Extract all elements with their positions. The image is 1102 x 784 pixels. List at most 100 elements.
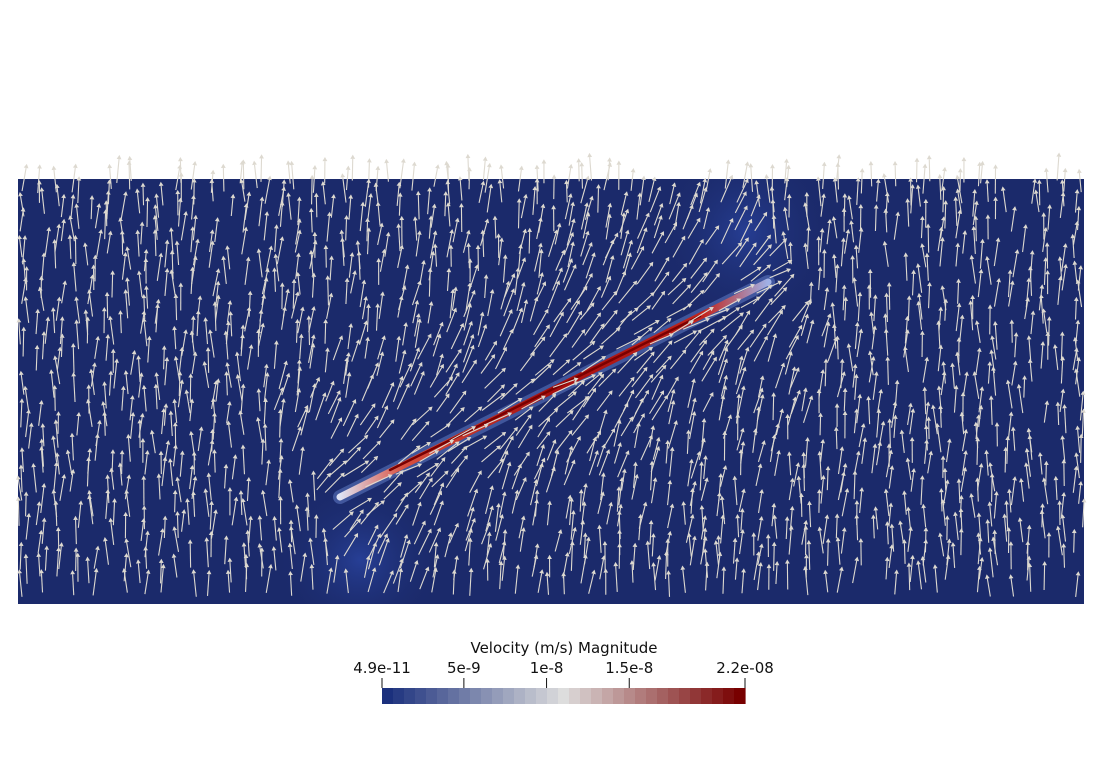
arrow-head [85, 556, 91, 561]
arrow-head [259, 196, 265, 201]
arrow-shaft [209, 504, 213, 530]
arrow-shaft [376, 408, 387, 429]
arrow-shaft [618, 379, 633, 397]
colorbar-swatch [514, 688, 526, 704]
arrow-head [334, 554, 340, 560]
arrow-shaft [928, 286, 931, 309]
arrow-shaft [1011, 364, 1016, 386]
arrow-head [627, 310, 633, 316]
arrow-head [1062, 167, 1068, 173]
arrow-shaft [502, 258, 506, 283]
arrow-head [976, 565, 982, 571]
arrow-shaft [607, 161, 611, 181]
arrow-head [1008, 574, 1014, 579]
arrow-shaft [597, 495, 604, 514]
arrow-shaft [377, 205, 381, 226]
arrow-shaft [640, 438, 652, 461]
arrow-head [709, 392, 714, 397]
arrow-head [767, 284, 773, 290]
arrow-head [714, 225, 720, 231]
arrow-shaft [1057, 529, 1063, 556]
arrow-head [533, 554, 539, 560]
arrow-shaft [264, 427, 267, 451]
arrow-shaft [867, 400, 871, 425]
arrow-shaft [348, 256, 353, 278]
arrow-shaft [737, 518, 740, 538]
arrow-head [880, 420, 886, 426]
arrow-shaft [20, 402, 23, 428]
colorbar-swatch [415, 688, 427, 704]
arrow-head [1003, 446, 1009, 452]
arrow-head [867, 350, 873, 355]
arrow-head [37, 286, 43, 292]
arrow-head [942, 166, 947, 172]
arrow-shaft [174, 402, 178, 424]
arrow-shaft [826, 470, 829, 491]
arrow-shaft [1039, 456, 1043, 475]
arrow-head [794, 335, 799, 340]
arrow-shaft [774, 453, 780, 476]
arrow-head [630, 168, 636, 173]
arrow-head [241, 542, 247, 547]
arrow-head [164, 239, 170, 244]
arrow-shaft [1059, 392, 1064, 412]
arrow-head [1041, 308, 1047, 313]
arrow-head [38, 275, 44, 280]
arrow-head [857, 291, 863, 297]
arrow-shaft [1035, 193, 1040, 213]
arrow-head [584, 396, 589, 401]
arrow-head [487, 542, 493, 548]
arrow-head [192, 255, 198, 261]
arrow-shaft [584, 199, 592, 220]
arrow-head [953, 384, 959, 390]
arrow-head [428, 477, 433, 483]
arrow-head [124, 489, 130, 494]
arrow-head [75, 552, 81, 557]
arrow-head [979, 557, 985, 562]
arrow-head [920, 243, 925, 248]
arrow-shaft [873, 298, 876, 322]
arrow-shaft [146, 201, 149, 228]
arrow-head [786, 193, 792, 199]
arrow-head [94, 433, 100, 439]
arrow-head [448, 244, 454, 249]
arrow-shaft [932, 408, 938, 435]
arrow-shaft [25, 516, 30, 540]
arrow-head [1026, 335, 1032, 340]
arrow-head [621, 270, 627, 276]
arrow-head [1045, 331, 1051, 336]
arrow-head [889, 465, 895, 470]
arrow-head [908, 402, 913, 408]
arrow-head [723, 358, 729, 364]
arrow-shaft [767, 313, 782, 336]
arrow-shaft [651, 537, 654, 557]
arrow-shaft [944, 204, 947, 229]
arrow-head [751, 532, 757, 537]
arrow-shaft [823, 291, 828, 311]
arrow-head [916, 292, 922, 298]
arrow-shaft [170, 231, 174, 255]
arrow-shaft [312, 169, 316, 193]
arrow-head [825, 538, 831, 543]
arrow-head [443, 191, 449, 196]
arrow-shaft [324, 351, 328, 373]
arrow-head [1007, 269, 1013, 274]
arrow-head [732, 475, 738, 480]
arrow-head [520, 515, 526, 521]
arrow-head [565, 359, 571, 364]
arrow-shaft [749, 326, 765, 348]
arrow-shaft [105, 493, 109, 519]
arrow-shaft [170, 414, 173, 437]
arrow-shaft [976, 441, 979, 465]
arrow-shaft [620, 216, 625, 239]
arrow-shaft [274, 520, 277, 541]
arrow-shaft [1014, 336, 1017, 358]
arrow-shaft [688, 536, 692, 557]
arrow-shaft [71, 436, 74, 461]
arrow-head [87, 447, 93, 453]
arrow-head [22, 235, 28, 240]
arrow-shaft [549, 315, 563, 338]
arrow-head [670, 388, 676, 394]
arrow-shaft [772, 261, 789, 272]
arrow-head [463, 455, 469, 460]
